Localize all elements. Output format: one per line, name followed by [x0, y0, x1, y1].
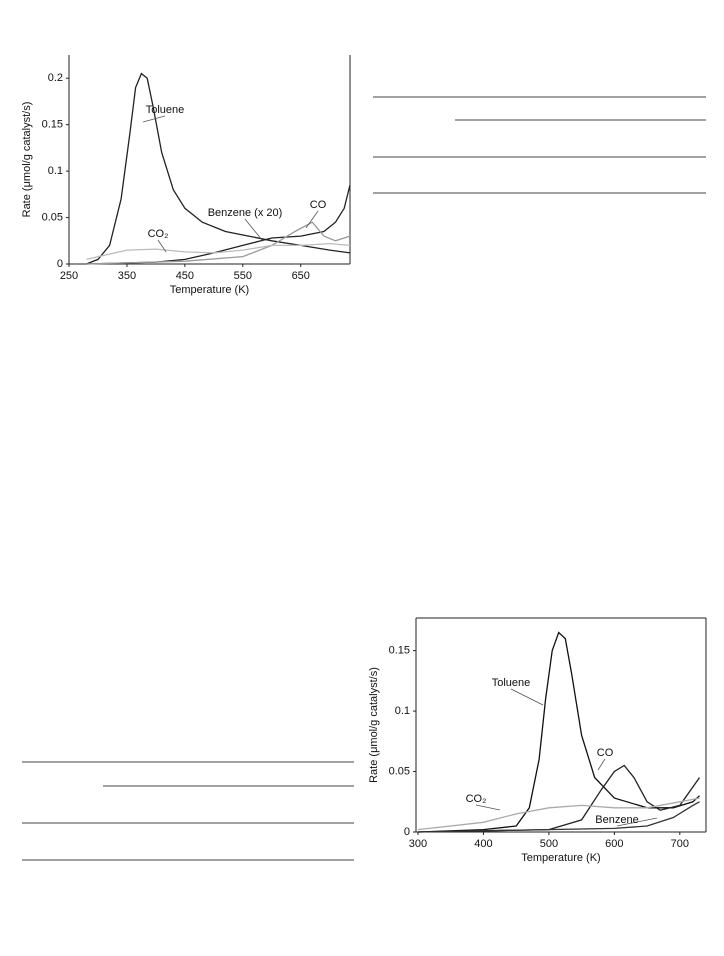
- series-label: Toluene: [146, 104, 185, 116]
- series-line: [86, 221, 351, 265]
- y-tick-label: 0.15: [42, 119, 63, 131]
- label-leader: [157, 239, 167, 253]
- label-leader: [305, 210, 319, 229]
- y-tick-label: 0: [57, 258, 63, 270]
- series-line: [417, 764, 701, 833]
- x-tick-label: 600: [605, 838, 623, 850]
- series-label: CO: [310, 199, 327, 211]
- x-axis-label: Temperature (K): [521, 852, 600, 864]
- x-tick-label: 500: [540, 838, 558, 850]
- x-tick-label: 550: [234, 270, 252, 282]
- series-label: CO: [597, 747, 614, 759]
- y-tick-label: 0.2: [48, 72, 63, 84]
- y-tick-label: 0.1: [48, 165, 63, 177]
- chart: 0 0.05 0.1 0.15 300 400 500 600 700 Temperature (…: [368, 617, 707, 864]
- series-label: Benzene: [595, 814, 638, 826]
- x-tick-label: 450: [176, 270, 194, 282]
- y-axis-label: Rate (μmol/g catalyst/s): [368, 667, 380, 783]
- label-leader: [510, 688, 544, 706]
- label-leader: [475, 804, 501, 811]
- y-tick-label: 0.05: [389, 765, 410, 777]
- series-label: CO₂: [148, 228, 169, 240]
- x-tick-label: 300: [409, 838, 427, 850]
- chart: 0 0.05 0.1 0.15 0.2 250 350 450 550 650 Temperatur…: [21, 55, 351, 296]
- y-axis-label: Rate (μmol/g catalyst/s): [21, 102, 33, 218]
- series-label: Benzene (x 20): [208, 207, 283, 219]
- series-line: [86, 184, 351, 265]
- y-tick-label: 0.15: [389, 645, 410, 657]
- x-tick-label: 700: [671, 838, 689, 850]
- label-leader: [244, 218, 263, 241]
- series-line: [86, 242, 351, 261]
- x-tick-label: 350: [118, 270, 136, 282]
- x-tick-label: 650: [292, 270, 310, 282]
- x-axis-label: Temperature (K): [170, 284, 249, 296]
- label-leader: [142, 115, 166, 123]
- y-tick-label: 0.05: [42, 211, 63, 223]
- x-tick-label: 400: [474, 838, 492, 850]
- series-label: CO₂: [466, 793, 487, 805]
- series-label: Toluene: [492, 677, 531, 689]
- label-leader: [616, 817, 658, 827]
- table-rules-top: [373, 96, 706, 194]
- y-tick-label: 0.1: [395, 705, 410, 717]
- series-line: [417, 631, 700, 833]
- series-line: [417, 797, 700, 831]
- x-tick-label: 250: [60, 270, 78, 282]
- table-rules-bottom: [22, 761, 354, 861]
- label-leader: [597, 758, 606, 771]
- series-line: [86, 72, 351, 265]
- series-line: [417, 801, 700, 833]
- y-tick-label: 0: [404, 826, 410, 838]
